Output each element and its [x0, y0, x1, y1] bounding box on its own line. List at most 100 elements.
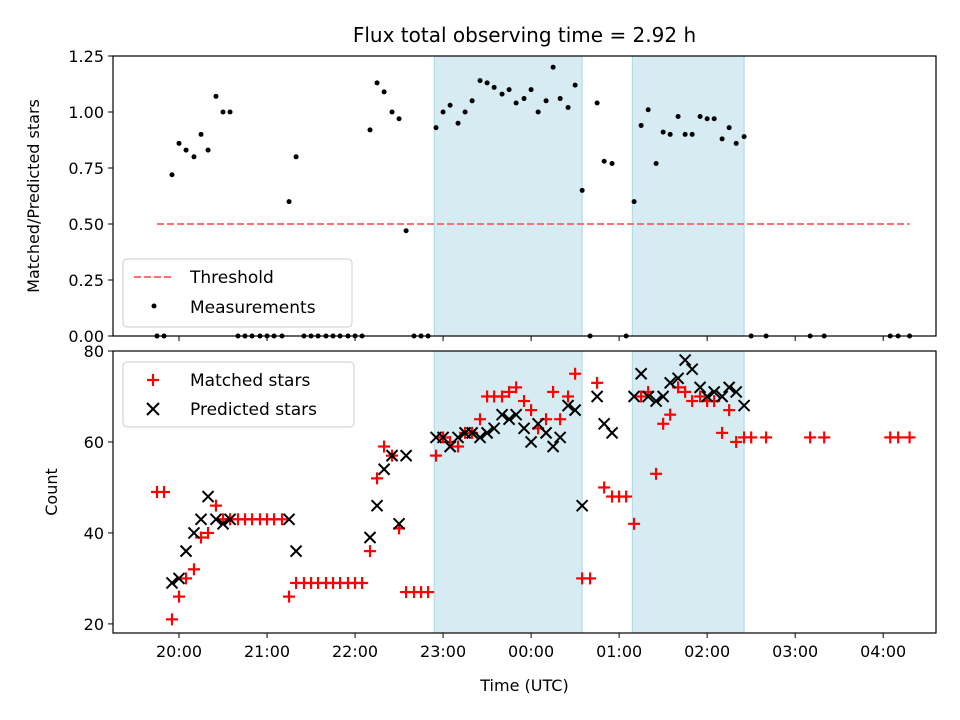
predicted-legend-swatch [146, 402, 160, 416]
legend-threshold-label: Threshold [189, 268, 274, 288]
matched-stars-point [818, 431, 831, 444]
top-legend: Threshold Measurements [122, 258, 353, 328]
predicted-stars-point [568, 403, 582, 417]
top-legend-box [122, 258, 353, 328]
measurement-point [484, 80, 490, 86]
measurement-point [455, 120, 461, 126]
x-tick-label: 21:00 [244, 642, 290, 661]
matched-stars-point [584, 572, 597, 585]
predicted-stars-point [685, 362, 699, 376]
measurement-point [506, 87, 512, 93]
bottom-y-tick-label: 20 [84, 615, 104, 634]
matched-stars-point [679, 385, 692, 398]
measurement-point [433, 125, 439, 131]
measurement-point [594, 100, 600, 106]
measurement-point [183, 147, 189, 153]
predicted-stars-point [707, 385, 721, 399]
predicted-stars-point [502, 413, 516, 426]
predicted-stars-point [465, 426, 479, 440]
predicted-stars-point [553, 431, 567, 444]
measurement-point [403, 228, 409, 234]
predicted-stars-point [209, 513, 223, 526]
measurement-point [469, 98, 475, 104]
matched-stars-point [686, 395, 699, 408]
x-tick-label: 03:00 [772, 642, 818, 661]
predicted-stars-point [451, 431, 465, 444]
predicted-stars-point [377, 463, 391, 476]
measurement-point [550, 64, 556, 70]
predicted-stars-point [634, 367, 648, 380]
matched-stars-point [209, 499, 222, 512]
predicted-stars-point [282, 513, 296, 526]
predicted-stars-point [575, 499, 589, 512]
predicted-stars-point [546, 440, 560, 453]
predicted-stars-point [671, 372, 685, 385]
measurement-point [689, 131, 695, 137]
predicted-stars-point [627, 390, 641, 403]
top-observing-span-1 [631, 55, 745, 337]
predicted-stars-point [194, 513, 208, 526]
measurement-point [733, 140, 739, 146]
predicted-stars-point [561, 399, 575, 412]
measurement-point [227, 109, 233, 115]
predicted-stars-point [524, 435, 538, 449]
measurement-point [396, 116, 402, 122]
x-tick-label: 00:00 [508, 642, 554, 661]
matched-stars-point [730, 435, 743, 448]
predicted-stars-point [641, 390, 655, 403]
measurement-point [499, 91, 505, 97]
predicted-stars-point [187, 526, 201, 540]
x-tick-label: 22:00 [332, 642, 378, 661]
matched-stars-point [180, 572, 193, 585]
measurements-legend-swatch [151, 303, 157, 309]
measurement-point [513, 100, 519, 106]
legend-measurements-label: Measurements [190, 298, 316, 318]
matched-stars-point [195, 531, 208, 544]
predicted-stars-point [385, 449, 399, 462]
measurement-point [631, 199, 637, 205]
measurement-point [601, 158, 607, 164]
x-tick-label: 23:00 [420, 642, 466, 661]
matched-stars-point [371, 472, 384, 485]
matched-stars-point [474, 413, 487, 426]
chart-title: Flux total observing time = 2.92 h [353, 23, 696, 47]
predicted-stars-point [363, 531, 377, 544]
matched-stars-point [422, 586, 435, 599]
matched-stars-point [760, 431, 773, 444]
measurement-point [653, 161, 659, 167]
matched-stars-point [510, 381, 523, 394]
top-y-tick-label: 0.00 [68, 327, 104, 346]
matched-stars-point [562, 390, 575, 403]
predicted-stars-point [605, 426, 619, 440]
bottom-plot-frame [112, 350, 937, 634]
x-tick-label: 01:00 [596, 642, 642, 661]
measurement-point [477, 78, 483, 84]
legend-predicted-label: Predicted stars [190, 400, 317, 420]
predicted-stars-point [165, 576, 179, 590]
matched-stars-point [745, 431, 758, 444]
predicted-stars-point [729, 385, 743, 399]
bottom-legend-box [122, 361, 355, 428]
predicted-stars-point [487, 422, 501, 435]
predicted-stars-point [700, 390, 714, 403]
measurement-point [711, 116, 717, 122]
measurement-point [579, 187, 585, 193]
measurement-point [440, 109, 446, 115]
matched-stars-point [716, 426, 729, 439]
predicted-stars-point [370, 499, 384, 512]
matched-stars-point [525, 404, 538, 417]
measurement-point [645, 107, 651, 113]
measurement-point [389, 109, 395, 115]
predicted-stars-point [517, 422, 531, 435]
matched-stars-point [804, 431, 817, 444]
matched-stars-point [591, 376, 604, 389]
measurement-point [293, 154, 299, 160]
matched-stars-point [635, 390, 648, 403]
top-plot-frame [112, 55, 937, 337]
matched-stars-point [283, 590, 296, 603]
matched-stars-point [158, 486, 171, 498]
measurement-point [374, 80, 380, 86]
top-y-tick-label: 0.25 [68, 271, 104, 290]
legend-matched-label: Matched stars [190, 371, 310, 391]
